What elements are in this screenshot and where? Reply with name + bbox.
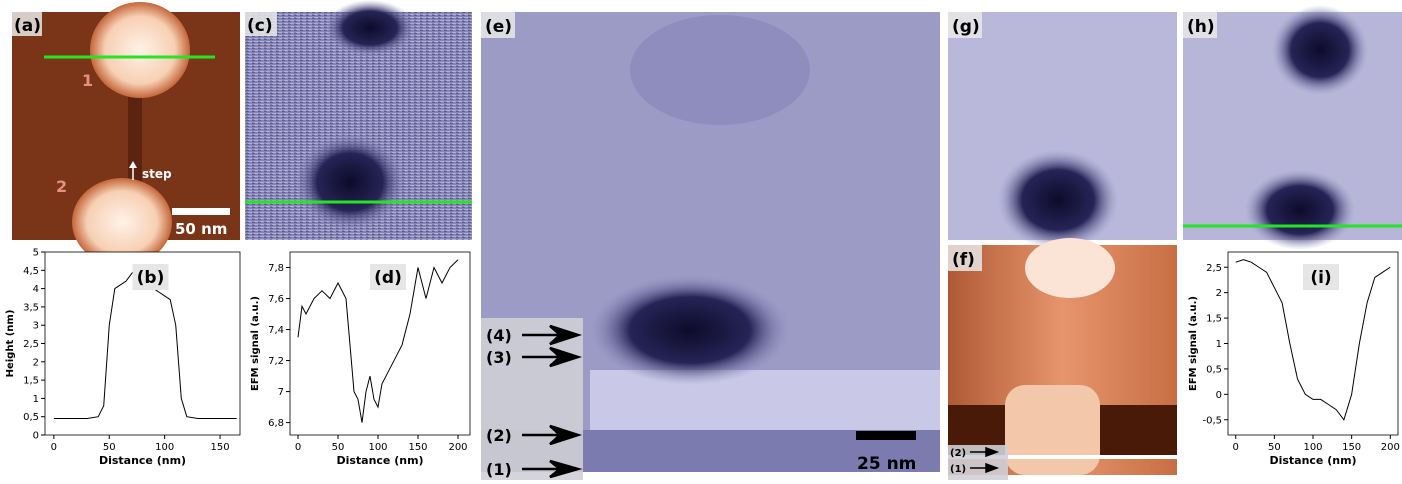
arrow-label: (2) (950, 448, 966, 459)
y-tick-label: 7,4 (268, 325, 284, 336)
panel-f: (f) (2) (1) (948, 238, 1177, 480)
y-tick-label: 6,8 (268, 418, 284, 429)
x-tick-label: 100 (1303, 442, 1322, 453)
x-tick-label: 150 (211, 442, 230, 453)
panel-h: (h) (1183, 5, 1402, 250)
panel-g: (g) (948, 12, 1177, 250)
panel-e: (e) 25 nm (4) (3) (2) (1) (481, 12, 940, 480)
scale-bar-label: 50 nm (175, 220, 227, 238)
panel-label: (f) (952, 250, 975, 270)
arrow-label: (1) (950, 464, 966, 475)
y-tick-label: 2 (1216, 288, 1222, 299)
panel-label: (c) (247, 16, 273, 36)
y-axis-label: EFM signal (a.u.) (1188, 296, 1199, 391)
arrow-label: (4) (486, 326, 512, 345)
y-tick-label: 4,5 (23, 266, 39, 277)
y-tick-label: 3 (33, 321, 39, 332)
x-tick-label: 50 (103, 442, 116, 453)
panel-label: (i) (1310, 268, 1331, 288)
arrows: (4) (3) (2) (1) (486, 324, 583, 479)
y-tick-label: 7 (278, 387, 284, 398)
y-tick-label: 0,5 (1206, 364, 1222, 375)
data-line (297, 259, 459, 423)
annotation: 2 (56, 177, 67, 196)
chart: 0 50 100 150 200 -0,5 0 0,5 1 1,5 2 2,5 Distance (nm… (1188, 251, 1400, 467)
panel-label: (a) (14, 16, 41, 36)
x-tick-label: 150 (1342, 442, 1361, 453)
panel-label: (d) (374, 268, 402, 288)
chart: 0 50 100 150 200 6,8 7 7,2 7,4 7,6 7,8 Distance (nm… (250, 251, 471, 467)
y-tick-label: 7,6 (268, 294, 284, 305)
y-axis-label: EFM signal (a.u.) (250, 296, 261, 391)
arrow-label: (1) (486, 460, 512, 479)
x-tick-label: 150 (408, 442, 427, 453)
panel-label: (e) (485, 17, 512, 37)
y-tick-label: 1 (1216, 339, 1222, 350)
y-tick-label: 7,8 (268, 263, 284, 274)
y-tick-label: 2,5 (23, 339, 39, 350)
x-tick-label: 50 (1268, 442, 1281, 453)
y-tick-label: 0 (1216, 390, 1222, 401)
data-line (1235, 259, 1391, 421)
y-tick-label: 1,5 (23, 376, 39, 387)
arrow-label: (3) (486, 348, 512, 367)
x-tick-label: 0 (51, 442, 57, 453)
y-tick-label: 1,5 (1206, 314, 1222, 325)
scale-bar-label: 25 nm (857, 454, 916, 474)
arrow-label: (2) (486, 426, 512, 445)
annotation: step (142, 167, 172, 181)
panel-label: (b) (137, 268, 165, 288)
y-tick-label: 3,5 (23, 302, 39, 313)
x-tick-label: 0 (295, 442, 301, 453)
x-axis-label: Distance (nm) (99, 454, 186, 467)
y-tick-label: 2,5 (1206, 263, 1222, 274)
panel-a: (a) 1 2 step 50 nm (12, 2, 240, 266)
x-tick-label: 50 (332, 442, 345, 453)
panel-c: (c) (245, 0, 472, 240)
x-axis-label: Distance (nm) (1269, 454, 1356, 467)
y-tick-label: 0 (33, 431, 39, 442)
panel-label-box (1303, 264, 1339, 290)
panel-label: (h) (1187, 17, 1215, 37)
x-tick-label: 200 (1381, 442, 1400, 453)
panel-label-box (370, 264, 406, 290)
panel-label-box (132, 264, 169, 290)
x-tick-label: 0 (1233, 442, 1239, 453)
chart: 0 50 100 150 0 0,5 1 1,5 2 2,5 3 3,5 4 4,5 5 Distance (… (5, 248, 241, 467)
y-tick-label: 1 (33, 394, 39, 405)
y-tick-label: 0,5 (23, 412, 39, 423)
y-tick-label: 2 (33, 357, 39, 368)
y-axis-label: Height (nm) (5, 310, 16, 378)
x-tick-label: 100 (155, 442, 174, 453)
x-tick-label: 100 (368, 442, 387, 453)
panel-label: (g) (952, 17, 980, 37)
y-tick-label: 4 (33, 284, 39, 295)
y-tick-label: 5 (33, 248, 39, 259)
annotation: 1 (82, 71, 93, 90)
x-axis-label: Distance (nm) (336, 454, 423, 467)
y-tick-label: -0,5 (1202, 415, 1222, 426)
x-tick-label: 200 (448, 442, 467, 453)
y-tick-label: 7,2 (268, 356, 284, 367)
